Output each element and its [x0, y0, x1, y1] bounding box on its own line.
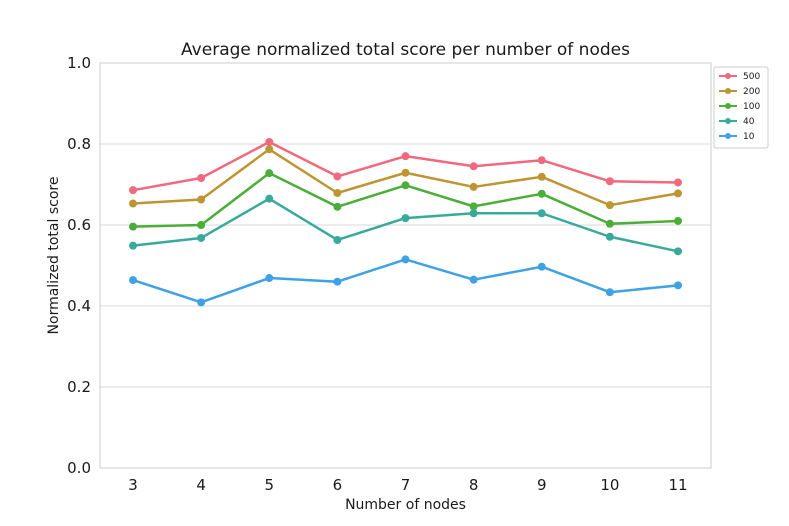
- x-axis-ticks: 3 4 5 6 7 8 9 10 11: [128, 476, 687, 494]
- legend-item: 100: [719, 102, 760, 112]
- data-point: [605, 219, 614, 228]
- data-point: [537, 172, 546, 181]
- series-40: [129, 194, 682, 256]
- data-point: [537, 189, 546, 198]
- data-point: [469, 202, 478, 211]
- data-point: [265, 194, 274, 203]
- data-point: [129, 276, 137, 285]
- data-point: [605, 201, 614, 210]
- data-point: [333, 202, 342, 211]
- legend-marker: [725, 73, 731, 79]
- y-tick-label: 0.0: [67, 459, 91, 477]
- data-point: [401, 214, 410, 223]
- x-tick-label: 10: [600, 476, 619, 494]
- y-tick-label: 0.6: [67, 216, 91, 234]
- data-point: [674, 189, 682, 198]
- data-point: [401, 168, 410, 177]
- data-point: [265, 169, 274, 178]
- legend-marker: [725, 88, 731, 94]
- data-point: [197, 298, 206, 307]
- y-tick-label: 0.4: [67, 297, 91, 315]
- y-tick-label: 0.2: [67, 378, 91, 396]
- data-point: [469, 182, 478, 191]
- data-point: [333, 189, 342, 198]
- data-point: [197, 233, 206, 242]
- data-point: [469, 162, 478, 171]
- legend-marker: [725, 118, 731, 124]
- data-point: [537, 262, 546, 271]
- series-200: [129, 145, 682, 210]
- plot-area: [99, 62, 712, 469]
- data-point: [333, 235, 342, 244]
- data-point: [265, 137, 274, 146]
- series-500: [129, 137, 682, 195]
- x-tick-label: 6: [333, 476, 343, 494]
- x-tick-label: 5: [264, 476, 274, 494]
- series-lines: [129, 137, 682, 307]
- data-point: [197, 195, 206, 204]
- data-point: [537, 156, 546, 165]
- legend-label: 40: [743, 117, 755, 127]
- x-tick-label: 3: [128, 476, 138, 494]
- grid-lines: [100, 62, 711, 469]
- x-tick-label: 7: [401, 476, 411, 494]
- data-point: [129, 199, 137, 208]
- series-line: [132, 258, 679, 304]
- series-10: [129, 255, 682, 307]
- data-point: [333, 172, 342, 181]
- y-tick-label: 1.0: [67, 54, 91, 72]
- data-point: [197, 174, 206, 183]
- chart-title: Average normalized total score per numbe…: [181, 40, 630, 60]
- data-point: [129, 222, 137, 231]
- data-point: [197, 221, 206, 229]
- x-tick-label: 11: [668, 476, 687, 494]
- y-axis-ticks: 0.0 0.2 0.4 0.6 0.8 1.0: [67, 54, 91, 477]
- data-point: [129, 241, 137, 250]
- data-point: [605, 177, 614, 186]
- legend-label: 200: [743, 87, 760, 97]
- y-tick-label: 0.8: [67, 135, 91, 153]
- data-point: [605, 232, 614, 241]
- data-point: [401, 181, 410, 190]
- data-point: [265, 274, 274, 283]
- data-point: [333, 277, 342, 286]
- data-point: [129, 186, 137, 195]
- data-point: [469, 275, 478, 284]
- series-100: [129, 169, 682, 231]
- y-axis-label: Normalized total score: [46, 177, 62, 335]
- legend-item: 200: [719, 87, 760, 97]
- legend-label: 100: [743, 102, 760, 112]
- legend-item: 10: [719, 132, 755, 142]
- legend-item: 500: [719, 72, 760, 82]
- data-point: [265, 145, 274, 154]
- data-point: [401, 255, 410, 264]
- data-point: [674, 178, 682, 187]
- data-point: [674, 247, 682, 256]
- legend: 500 200 100 40 10: [713, 66, 769, 149]
- data-point: [605, 288, 614, 297]
- data-point: [674, 216, 682, 225]
- data-point: [537, 209, 546, 218]
- legend-marker: [725, 133, 731, 139]
- legend-box: [713, 66, 769, 149]
- legend-label: 10: [743, 132, 755, 142]
- data-point: [674, 281, 682, 290]
- x-tick-label: 8: [469, 476, 479, 494]
- data-point: [469, 209, 478, 218]
- data-point: [401, 152, 410, 161]
- x-axis-label: Number of nodes: [345, 497, 466, 513]
- x-tick-label: 4: [196, 476, 206, 494]
- legend-item: 40: [719, 117, 755, 127]
- legend-label: 500: [743, 72, 760, 82]
- x-tick-label: 9: [537, 476, 547, 494]
- legend-marker: [725, 103, 731, 109]
